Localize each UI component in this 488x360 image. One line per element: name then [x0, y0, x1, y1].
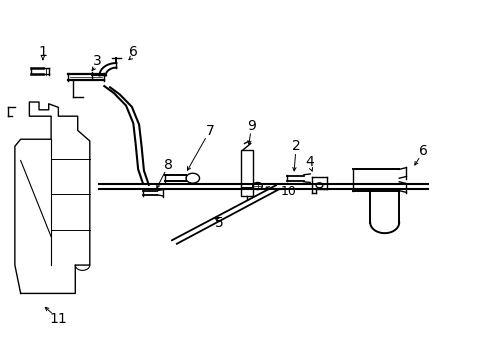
- Text: 6: 6: [418, 144, 427, 158]
- Text: 9: 9: [247, 119, 256, 133]
- Text: 4: 4: [305, 155, 313, 169]
- Text: 6: 6: [129, 45, 138, 59]
- Text: 1: 1: [39, 45, 47, 59]
- Text: 8: 8: [163, 158, 172, 172]
- Text: 11: 11: [49, 312, 67, 326]
- Text: 10: 10: [280, 185, 296, 198]
- Text: 5: 5: [215, 216, 224, 230]
- Text: 2: 2: [292, 139, 301, 153]
- Text: 7: 7: [206, 124, 215, 138]
- Text: 3: 3: [93, 54, 101, 68]
- Bar: [241, 150, 252, 196]
